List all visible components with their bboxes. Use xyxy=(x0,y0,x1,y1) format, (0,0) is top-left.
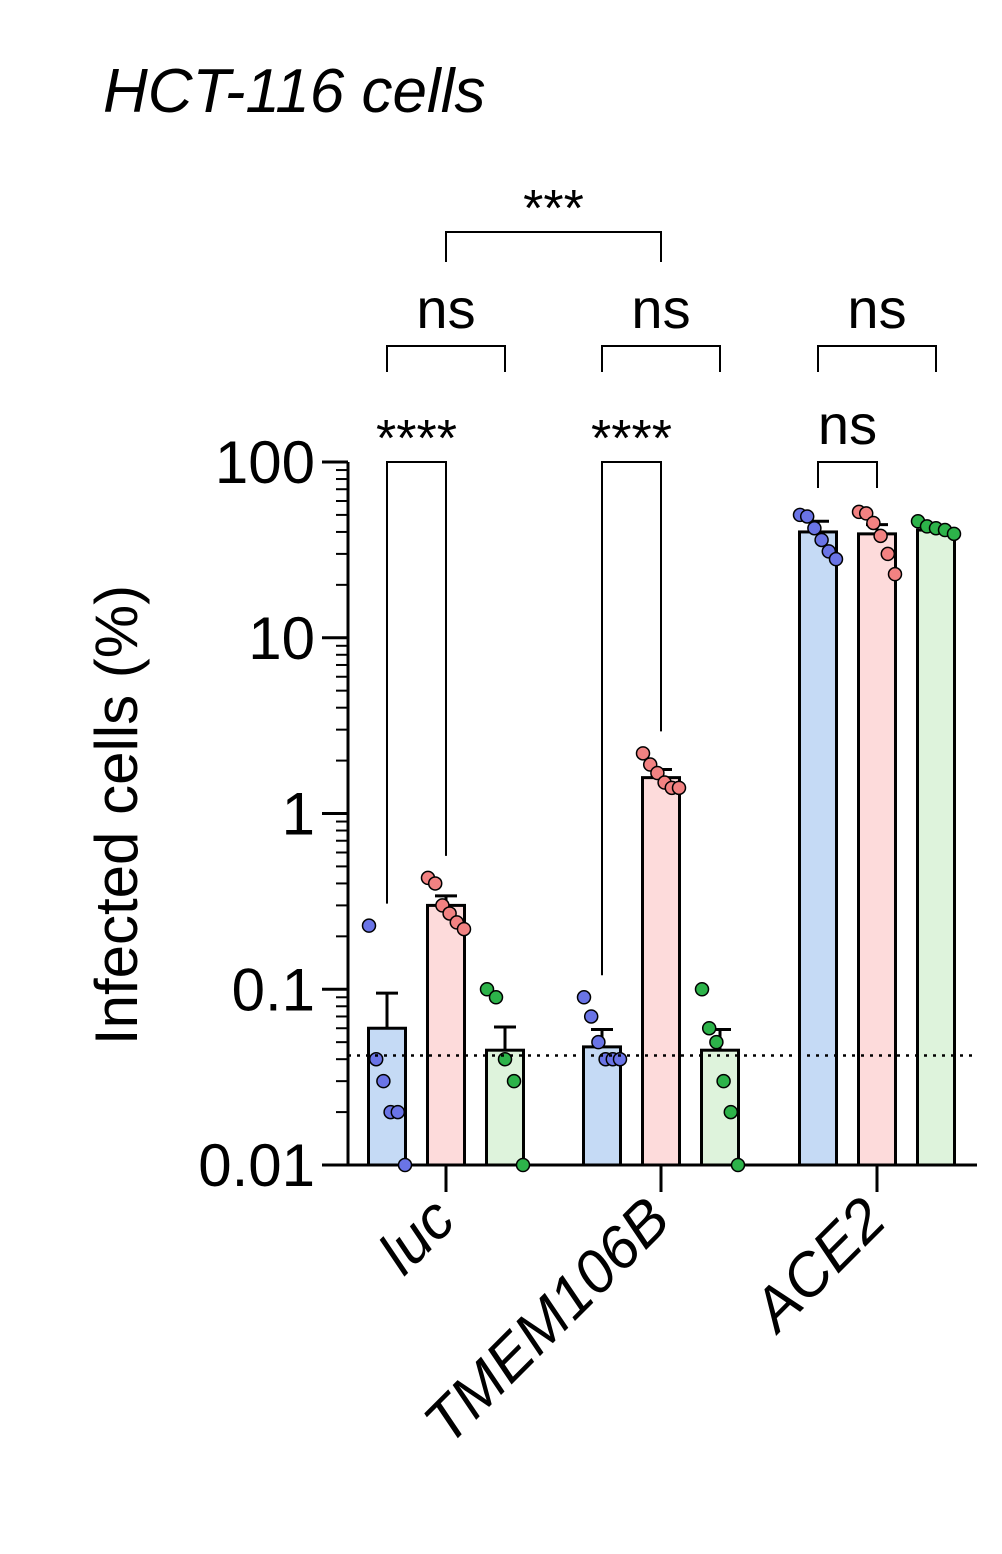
significance-label: **** xyxy=(591,410,672,468)
data-point xyxy=(694,982,710,997)
data-point xyxy=(479,982,495,997)
data-point xyxy=(576,990,592,1005)
y-tick-label: 0.01 xyxy=(198,1132,315,1199)
bar xyxy=(857,532,897,1167)
bar xyxy=(916,528,956,1167)
x-tick-label: ACE2 xyxy=(738,1185,898,1345)
data-point xyxy=(723,1104,739,1120)
data-point xyxy=(650,765,665,781)
data-point xyxy=(858,506,874,521)
significance-label: ns xyxy=(847,277,906,340)
data-point xyxy=(709,1034,724,1050)
significance-label: **** xyxy=(376,410,457,468)
bar xyxy=(367,1026,407,1167)
data-point xyxy=(515,1157,531,1173)
data-point xyxy=(361,918,377,933)
data-point xyxy=(456,921,472,937)
data-point xyxy=(730,1157,746,1173)
data-point xyxy=(807,520,822,536)
data-point xyxy=(946,526,962,542)
data-point xyxy=(497,1051,513,1067)
significance-bracket xyxy=(386,345,506,372)
y-tick-label: 100 xyxy=(215,429,315,496)
data-point xyxy=(866,515,881,531)
significance-bracket xyxy=(386,461,447,904)
data-point xyxy=(591,1034,606,1050)
significance-bracket xyxy=(601,345,721,372)
data-point xyxy=(488,990,504,1005)
significance-label: ns xyxy=(416,277,475,340)
significance-label: *** xyxy=(523,180,584,238)
bar xyxy=(641,776,681,1167)
data-point xyxy=(376,1073,391,1089)
data-point xyxy=(397,1157,413,1173)
data-point xyxy=(814,532,829,548)
data-point xyxy=(390,1104,406,1120)
significance-bracket xyxy=(817,345,937,372)
data-point xyxy=(873,528,888,544)
bar xyxy=(426,903,466,1167)
data-point xyxy=(671,780,687,796)
data-point xyxy=(368,1051,384,1067)
data-point xyxy=(880,546,896,562)
y-tick-label: 10 xyxy=(248,605,315,672)
y-tick-label: 1 xyxy=(282,781,315,848)
data-point xyxy=(635,746,651,761)
bar xyxy=(485,1048,525,1167)
data-point xyxy=(799,509,815,524)
bar xyxy=(798,530,838,1167)
chart-title: HCT-116 cells xyxy=(103,57,485,126)
y-tick-label: 0.1 xyxy=(232,956,315,1023)
significance-label: ns xyxy=(631,277,690,340)
significance-label: ns xyxy=(818,393,877,456)
y-axis-label: Infected cells (%) xyxy=(83,585,150,1045)
x-tick-label: luc xyxy=(366,1185,468,1287)
data-point xyxy=(701,1020,717,1036)
significance-bracket xyxy=(601,461,662,976)
data-point xyxy=(583,1009,599,1024)
data-point xyxy=(828,551,844,567)
data-point xyxy=(716,1073,731,1089)
data-point xyxy=(506,1073,522,1089)
data-point xyxy=(887,566,903,582)
data-point xyxy=(612,1051,628,1067)
data-point xyxy=(427,876,443,891)
significance-bracket xyxy=(817,461,878,488)
significance-bracket xyxy=(445,231,662,262)
